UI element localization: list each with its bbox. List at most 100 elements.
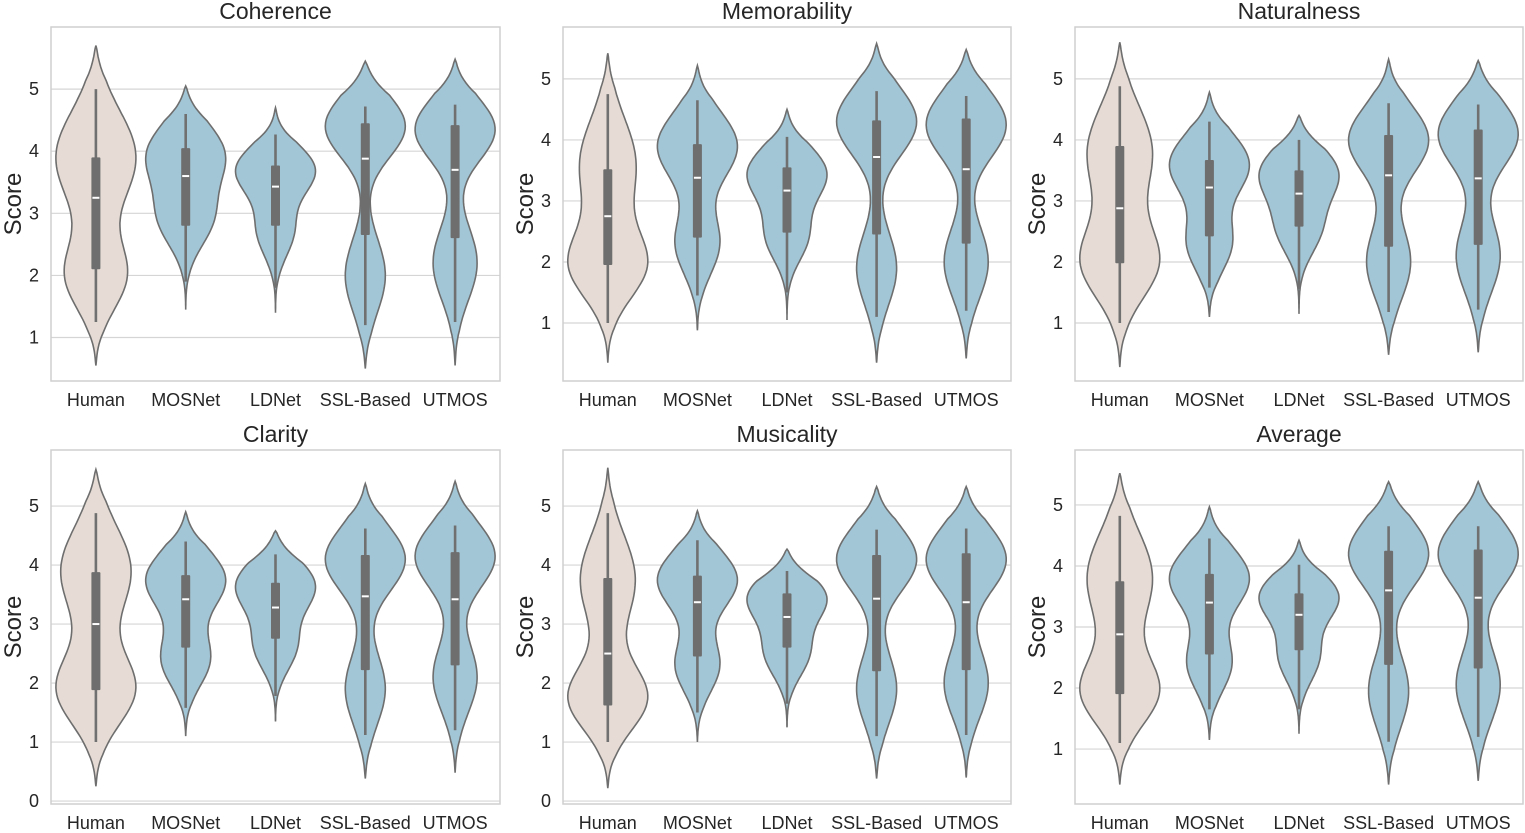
x-tick-label-human: Human xyxy=(1091,813,1149,833)
y-tick-label: 4 xyxy=(541,130,551,150)
panel-title: Musicality xyxy=(737,421,838,447)
panel-clarity: 0 1 2 3 4 5 Human MOSNet LDNet SSL-Based UTMOS Clar… xyxy=(0,421,501,833)
y-axis-label: Score xyxy=(1024,173,1051,236)
median-marker-utmos xyxy=(1474,596,1482,599)
y-tick-label: 2 xyxy=(1053,252,1063,272)
x-tick-label-utmos: UTMOS xyxy=(1446,813,1511,833)
iqr-box-ssl-based xyxy=(360,123,370,236)
x-tick-label-human: Human xyxy=(67,390,125,410)
x-tick-label-ldnet: LDNet xyxy=(1273,813,1324,833)
y-tick-label: 4 xyxy=(29,141,39,161)
x-tick-label-ssl-based: SSL-Based xyxy=(320,813,411,833)
x-tick-label-human: Human xyxy=(579,390,637,410)
panel-memorability: 1 2 3 4 5 Human MOSNet LDNet SSL-Based UTMOS Memor… xyxy=(512,0,1012,410)
panel-title: Naturalness xyxy=(1238,0,1361,24)
x-tick-label-mosnet: MOSNet xyxy=(151,813,220,833)
x-tick-label-human: Human xyxy=(67,813,125,833)
x-tick-label-ldnet: LDNet xyxy=(761,813,812,833)
median-marker-mosnet xyxy=(1205,186,1213,189)
median-marker-ldnet xyxy=(272,606,279,609)
y-tick-label: 1 xyxy=(1053,313,1063,333)
median-marker-mosnet xyxy=(693,601,701,604)
iqr-box-utmos xyxy=(450,125,460,239)
x-tick-label-ssl-based: SSL-Based xyxy=(320,390,411,410)
median-marker-ldnet xyxy=(1295,613,1303,616)
y-tick-label: 1 xyxy=(1053,739,1063,759)
x-tick-label-utmos: UTMOS xyxy=(934,813,999,833)
y-tick-label: 2 xyxy=(29,265,39,285)
x-tick-label-mosnet: MOSNet xyxy=(151,390,220,410)
median-marker-mosnet xyxy=(182,598,190,601)
y-axis-label: Score xyxy=(512,596,539,659)
y-tick-label: 1 xyxy=(541,732,551,752)
iqr-box-ldnet xyxy=(1294,593,1304,651)
x-tick-label-ssl-based: SSL-Based xyxy=(831,813,922,833)
x-tick-label-ssl-based: SSL-Based xyxy=(831,390,922,410)
x-tick-label-mosnet: MOSNet xyxy=(663,813,732,833)
y-axis-label: Score xyxy=(1024,596,1051,659)
y-tick-label: 4 xyxy=(1053,130,1063,150)
y-tick-label: 2 xyxy=(29,673,39,693)
x-tick-label-ldnet: LDNet xyxy=(250,813,301,833)
iqr-box-ssl-based xyxy=(1384,135,1394,247)
iqr-box-utmos xyxy=(961,118,971,244)
median-marker-human xyxy=(604,215,612,218)
plot-frame xyxy=(50,26,501,382)
median-marker-utmos xyxy=(451,168,459,171)
x-tick-label-ldnet: LDNet xyxy=(250,390,301,410)
iqr-box-human xyxy=(1115,146,1125,264)
y-tick-label: 5 xyxy=(29,496,39,516)
y-tick-label: 3 xyxy=(1053,617,1063,637)
iqr-box-human xyxy=(603,578,613,706)
median-marker-ldnet xyxy=(783,615,791,618)
x-tick-label-utmos: UTMOS xyxy=(423,390,488,410)
iqr-box-human xyxy=(91,572,101,691)
median-marker-mosnet xyxy=(693,176,701,179)
panel-title: Average xyxy=(1256,421,1341,447)
median-marker-utmos xyxy=(962,601,970,604)
median-marker-human xyxy=(604,652,612,655)
x-tick-label-human: Human xyxy=(579,813,637,833)
median-marker-ssl-based xyxy=(873,597,881,600)
median-marker-mosnet xyxy=(1205,601,1213,604)
y-tick-label: 0 xyxy=(29,791,39,811)
y-axis-label: Score xyxy=(512,173,539,236)
panel-naturalness: 1 2 3 4 5 Human MOSNet LDNet SSL-Based UTMOS Natur… xyxy=(1024,0,1524,410)
median-marker-ssl-based xyxy=(361,157,369,160)
y-tick-label: 3 xyxy=(29,614,39,634)
y-tick-label: 5 xyxy=(29,79,39,99)
iqr-box-ldnet xyxy=(271,582,280,639)
plot-frame xyxy=(562,449,1012,805)
median-marker-human xyxy=(92,196,100,199)
iqr-box-utmos xyxy=(1473,129,1483,245)
x-tick-label-utmos: UTMOS xyxy=(423,813,488,833)
y-tick-label: 4 xyxy=(541,555,551,575)
iqr-box-ldnet xyxy=(782,167,792,233)
median-marker-human xyxy=(1116,207,1124,210)
y-tick-label: 2 xyxy=(541,673,551,693)
iqr-box-utmos xyxy=(961,553,971,671)
iqr-box-mosnet xyxy=(692,144,702,238)
plot-frame xyxy=(50,449,501,805)
median-marker-utmos xyxy=(451,598,459,601)
y-tick-label: 2 xyxy=(1053,678,1063,698)
iqr-box-human xyxy=(1115,581,1125,695)
x-tick-label-ssl-based: SSL-Based xyxy=(1343,813,1434,833)
y-tick-label: 4 xyxy=(29,555,39,575)
median-marker-ssl-based xyxy=(1385,174,1393,177)
iqr-box-ldnet xyxy=(271,165,280,226)
plot-frame xyxy=(1074,26,1524,382)
median-marker-human xyxy=(1116,633,1124,636)
iqr-box-human xyxy=(91,157,101,270)
y-tick-label: 1 xyxy=(29,732,39,752)
x-tick-label-human: Human xyxy=(1091,390,1149,410)
iqr-box-ldnet xyxy=(1294,170,1304,227)
iqr-box-ssl-based xyxy=(360,555,370,671)
panel-title: Coherence xyxy=(219,0,332,24)
median-marker-ldnet xyxy=(272,185,279,188)
panel-title: Clarity xyxy=(243,421,309,447)
iqr-box-ssl-based xyxy=(872,120,882,235)
y-tick-label: 3 xyxy=(29,203,39,223)
y-tick-label: 5 xyxy=(541,496,551,516)
